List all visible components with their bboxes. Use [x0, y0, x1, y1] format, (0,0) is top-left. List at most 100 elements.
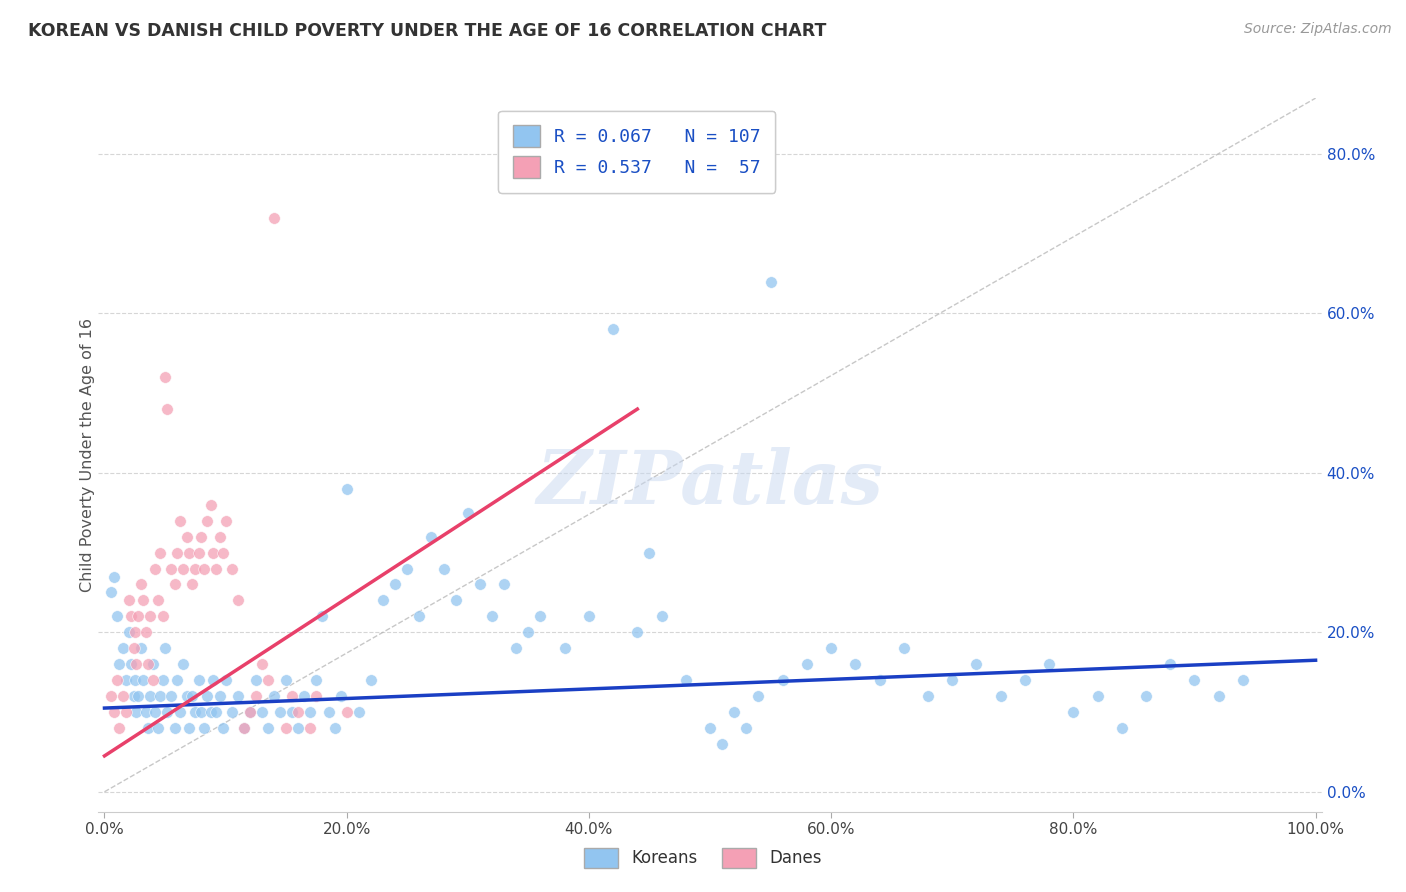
Point: [408, 609, 430, 624]
Point: [124, 673, 146, 688]
Point: [263, 211, 285, 225]
Point: [180, 689, 202, 703]
Text: KOREAN VS DANISH CHILD POVERTY UNDER THE AGE OF 16 CORRELATION CHART: KOREAN VS DANISH CHILD POVERTY UNDER THE…: [28, 22, 827, 40]
Point: [105, 609, 128, 624]
Point: [108, 721, 131, 735]
Point: [1135, 689, 1157, 703]
Point: [172, 657, 194, 672]
Point: [250, 657, 273, 672]
Point: [152, 609, 174, 624]
Point: [129, 641, 152, 656]
Point: [103, 569, 125, 583]
Point: [759, 275, 782, 289]
Point: [115, 705, 138, 719]
Point: [179, 545, 201, 559]
Point: [1184, 673, 1206, 688]
Point: [481, 609, 503, 624]
Point: [457, 506, 479, 520]
Point: [305, 689, 328, 703]
Point: [529, 609, 551, 624]
Point: [578, 609, 600, 624]
Point: [336, 705, 359, 719]
Point: [132, 593, 155, 607]
Point: [200, 498, 222, 512]
Point: [420, 530, 443, 544]
Point: [699, 721, 721, 735]
Point: [200, 705, 222, 719]
Point: [202, 545, 225, 559]
Point: [281, 705, 304, 719]
Point: [893, 641, 915, 656]
Point: [245, 673, 267, 688]
Point: [205, 561, 228, 575]
Point: [287, 705, 309, 719]
Point: [136, 721, 159, 735]
Point: [135, 625, 157, 640]
Point: [120, 609, 142, 624]
Point: [292, 689, 315, 703]
Point: [160, 689, 183, 703]
Point: [711, 737, 734, 751]
Point: [160, 561, 183, 575]
Point: [820, 641, 842, 656]
Point: [122, 689, 145, 703]
Point: [120, 657, 142, 672]
Point: [329, 689, 352, 703]
Point: [127, 689, 149, 703]
Point: [602, 322, 624, 336]
Point: [554, 641, 576, 656]
Point: [124, 625, 146, 640]
Point: [305, 673, 328, 688]
Point: [214, 514, 236, 528]
Point: [239, 705, 262, 719]
Point: [336, 482, 359, 496]
Point: [232, 721, 254, 735]
Point: [100, 689, 122, 703]
Point: [142, 673, 165, 688]
Point: [156, 402, 179, 417]
Point: [146, 593, 169, 607]
Point: [517, 625, 540, 640]
Point: [122, 641, 145, 656]
Point: [651, 609, 673, 624]
Point: [444, 593, 467, 607]
Point: [118, 625, 141, 640]
Point: [276, 721, 298, 735]
Point: [796, 657, 818, 672]
Point: [193, 561, 215, 575]
Point: [1111, 721, 1133, 735]
Point: [103, 705, 125, 719]
Point: [205, 705, 228, 719]
Point: [396, 561, 419, 575]
Point: [100, 585, 122, 599]
Point: [626, 625, 648, 640]
Point: [139, 689, 162, 703]
Point: [432, 561, 454, 575]
Point: [226, 689, 249, 703]
Point: [869, 673, 891, 688]
Point: [505, 641, 527, 656]
Point: [166, 673, 188, 688]
Point: [180, 577, 202, 591]
Point: [125, 705, 148, 719]
Point: [184, 561, 207, 575]
Point: [111, 641, 134, 656]
Point: [1038, 657, 1060, 672]
Point: [232, 721, 254, 735]
Point: [127, 609, 149, 624]
Point: [214, 673, 236, 688]
Point: [193, 721, 215, 735]
Legend: Koreans, Danes: Koreans, Danes: [578, 841, 828, 875]
Point: [129, 577, 152, 591]
Point: [176, 689, 198, 703]
Point: [1208, 689, 1230, 703]
Point: [132, 673, 155, 688]
Point: [111, 689, 134, 703]
Point: [187, 673, 209, 688]
Point: [197, 689, 219, 703]
Point: [1014, 673, 1036, 688]
Point: [263, 689, 285, 703]
Point: [844, 657, 866, 672]
Point: [276, 673, 298, 688]
Point: [245, 689, 267, 703]
